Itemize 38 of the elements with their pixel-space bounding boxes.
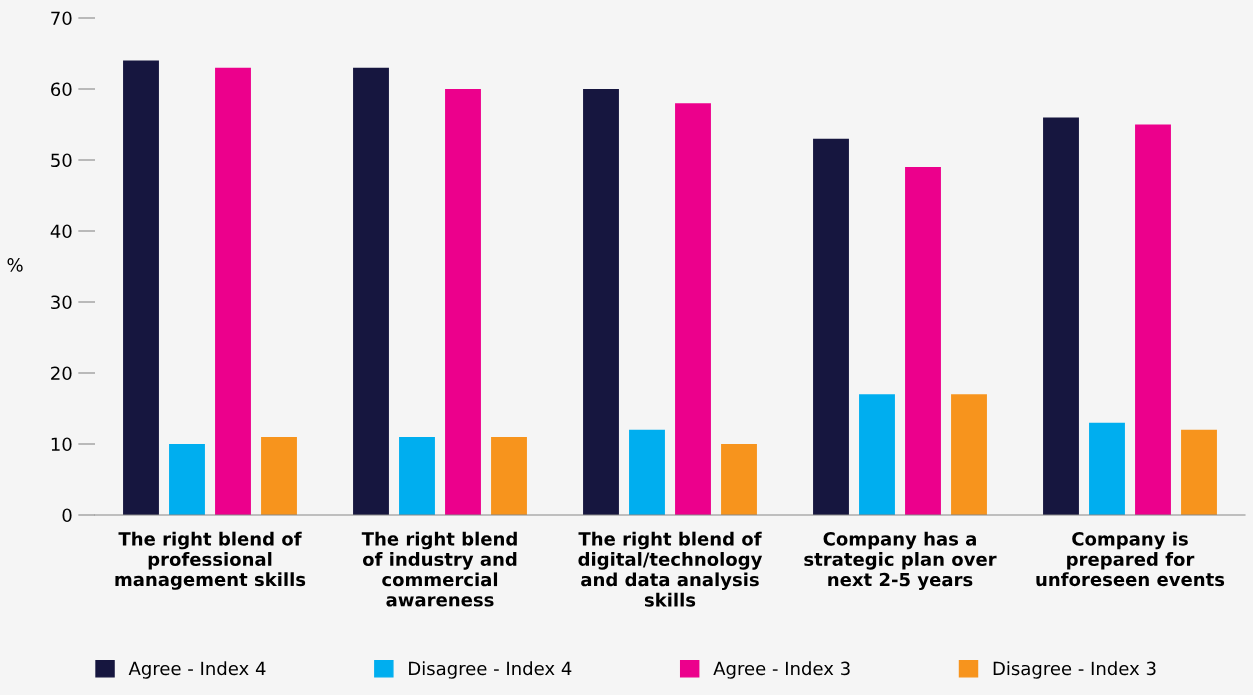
bar bbox=[169, 444, 205, 515]
x-tick-label: The right blend of industry and commercial awareness bbox=[361, 531, 517, 607]
y-tick-label: 0 bbox=[62, 508, 72, 523]
bar bbox=[951, 394, 987, 515]
bar bbox=[123, 60, 159, 515]
bar bbox=[261, 436, 297, 515]
bar bbox=[721, 444, 757, 515]
bar bbox=[1135, 124, 1171, 515]
y-tick-label: 10 bbox=[51, 437, 72, 452]
legend-label: Agree - Index 3 bbox=[713, 661, 850, 679]
y-tick-label: 50 bbox=[51, 153, 72, 168]
legend-label: Disagree - Index 4 bbox=[409, 661, 572, 679]
x-tick-label: The right blend of professional management skills bbox=[115, 531, 306, 590]
x-tick-label: Company is prepared for unforeseen events bbox=[1036, 531, 1225, 587]
bar bbox=[1089, 422, 1125, 515]
y-axis-title: % bbox=[7, 258, 23, 272]
x-tick-label: Company has a strategic plan over next 2-5 years bbox=[804, 531, 997, 590]
bar bbox=[629, 429, 665, 515]
legend-label: Disagree - Index 3 bbox=[993, 661, 1156, 679]
bar bbox=[1181, 429, 1217, 515]
bar bbox=[215, 67, 251, 515]
y-tick-label: 20 bbox=[51, 366, 72, 381]
x-tick-label: The right blend of digital/technology and data analysis skills bbox=[578, 531, 763, 607]
bar bbox=[445, 89, 481, 515]
bar bbox=[583, 89, 619, 515]
bar bbox=[675, 103, 711, 515]
legend-label: Agree - Index 4 bbox=[128, 661, 266, 679]
bar bbox=[399, 436, 435, 515]
bar bbox=[353, 67, 389, 515]
bar bbox=[1043, 117, 1079, 515]
y-tick-label: 70 bbox=[51, 11, 72, 26]
bar bbox=[859, 394, 895, 515]
y-tick-label: 40 bbox=[50, 224, 72, 239]
y-tick-label: 60 bbox=[51, 82, 72, 97]
bar bbox=[813, 138, 849, 515]
bar bbox=[491, 436, 527, 515]
bar bbox=[905, 167, 941, 515]
y-tick-label: 30 bbox=[51, 295, 72, 310]
